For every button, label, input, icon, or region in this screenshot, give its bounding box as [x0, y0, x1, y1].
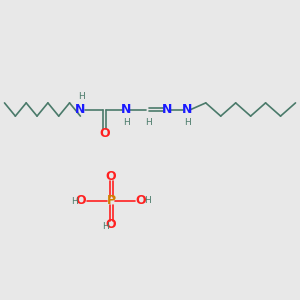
Text: H: H: [71, 197, 77, 206]
Text: O: O: [99, 127, 110, 140]
Text: N: N: [121, 103, 131, 116]
Text: O: O: [106, 218, 116, 232]
Text: H: H: [123, 118, 130, 127]
Text: N: N: [182, 103, 192, 116]
Text: H: H: [184, 118, 190, 127]
Text: H: H: [145, 196, 151, 205]
Text: H: H: [145, 118, 152, 127]
Text: N: N: [162, 103, 172, 116]
Text: N: N: [75, 103, 85, 116]
Text: H: H: [78, 92, 85, 101]
Text: P: P: [106, 194, 116, 208]
Text: O: O: [76, 194, 86, 208]
Text: O: O: [106, 170, 116, 184]
Text: H: H: [102, 222, 109, 231]
Text: O: O: [136, 194, 146, 208]
